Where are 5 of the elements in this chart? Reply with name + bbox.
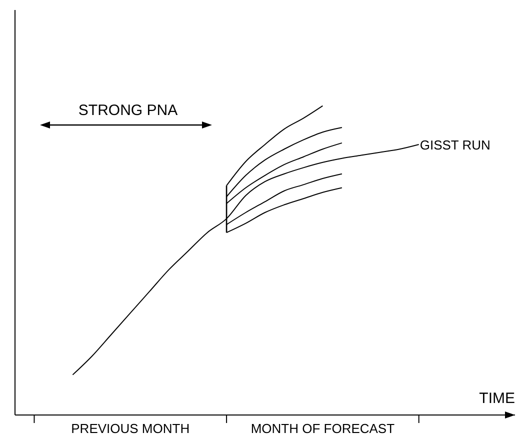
x-axis-title: TIME: [479, 390, 515, 407]
x-tick-label: PREVIOUS MONTH: [71, 421, 190, 436]
series-label: GISST RUN: [420, 137, 490, 152]
x-tick-label: MONTH OF FORECAST: [250, 421, 395, 436]
annotation: STRONG PNA: [78, 102, 178, 119]
